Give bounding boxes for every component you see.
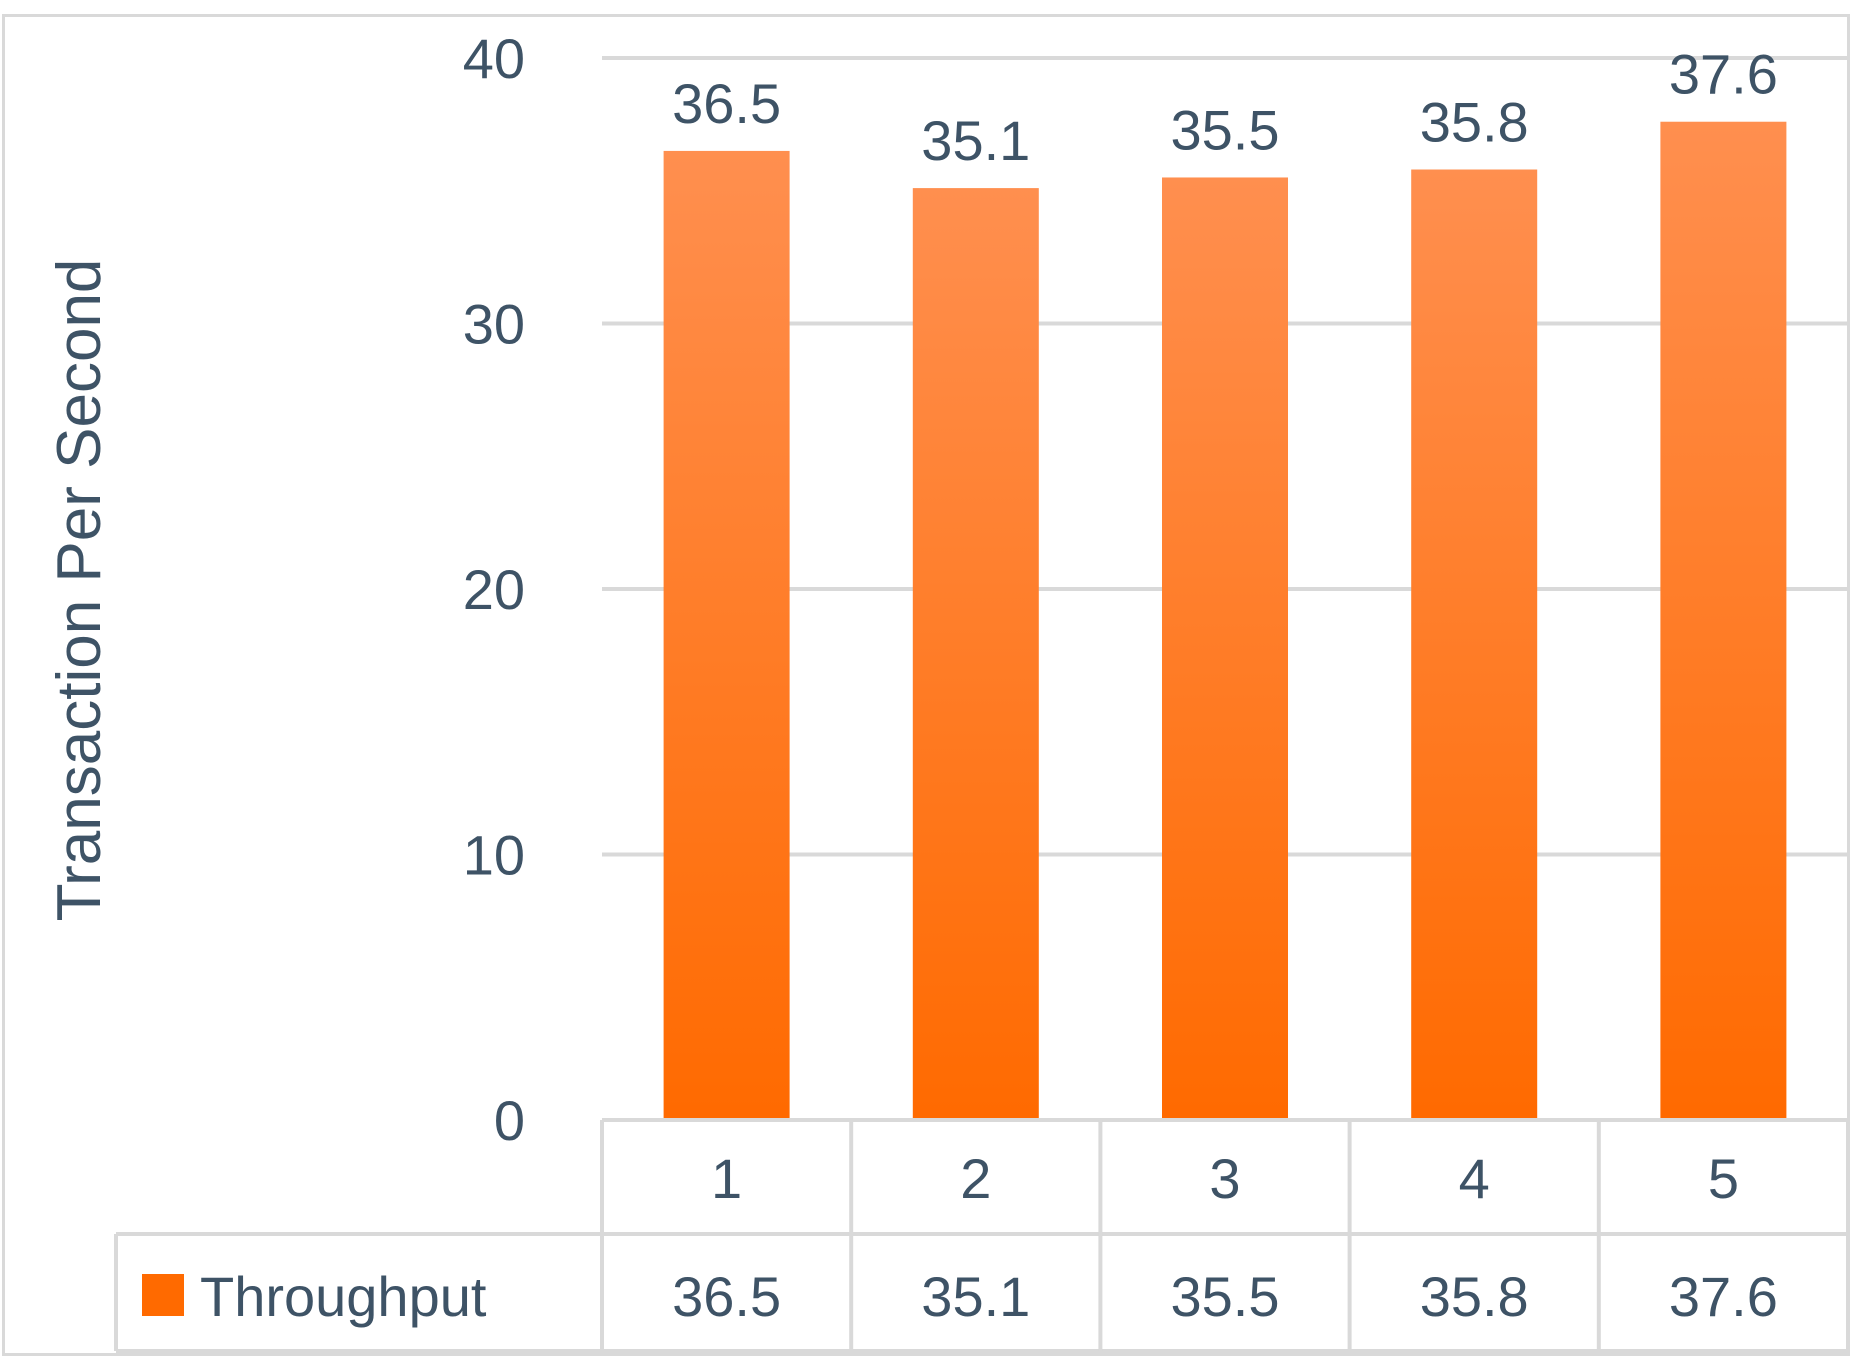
y-axis-label: Transaction Per Second bbox=[45, 259, 114, 922]
data-table: 1 2 3 4 5 36.5 35.1 35.5 35.8 37.6 Throughput bbox=[114, 1118, 1850, 1353]
table-value-cell: 35.8 bbox=[1420, 1265, 1529, 1328]
y-tick-label: 30 bbox=[463, 293, 525, 356]
bar-5 bbox=[1660, 121, 1787, 1121]
bar-4 bbox=[1411, 169, 1538, 1120]
x-category-label: 3 bbox=[1209, 1147, 1240, 1210]
x-category-label: 2 bbox=[960, 1147, 991, 1210]
data-label: 37.6 bbox=[1669, 43, 1778, 106]
y-tick-label: 10 bbox=[463, 824, 525, 887]
bars bbox=[663, 121, 1787, 1121]
bar-1 bbox=[663, 150, 790, 1121]
table-value-cell: 36.5 bbox=[672, 1265, 781, 1328]
y-tick-label: 0 bbox=[494, 1089, 525, 1152]
legend-swatch bbox=[142, 1274, 184, 1316]
bar-2 bbox=[912, 188, 1039, 1121]
y-tick-label: 40 bbox=[463, 27, 525, 90]
y-tick-labels: 0 10 20 30 40 bbox=[463, 27, 525, 1152]
table-value-cell: 35.1 bbox=[921, 1265, 1030, 1328]
data-labels: 36.5 35.1 35.5 35.8 37.6 bbox=[672, 43, 1778, 172]
x-category-label: 1 bbox=[711, 1147, 742, 1210]
table-value-cell: 37.6 bbox=[1669, 1265, 1778, 1328]
data-label: 36.5 bbox=[672, 72, 781, 135]
y-tick-label: 20 bbox=[463, 558, 525, 621]
x-category-label: 5 bbox=[1708, 1147, 1739, 1210]
data-label: 35.5 bbox=[1171, 98, 1280, 161]
table-value-cell: 35.5 bbox=[1171, 1265, 1280, 1328]
data-label: 35.1 bbox=[921, 109, 1030, 172]
x-category-label: 4 bbox=[1459, 1147, 1490, 1210]
legend-label-throughput: Throughput bbox=[200, 1265, 487, 1328]
data-label: 35.8 bbox=[1420, 91, 1529, 154]
bar-3 bbox=[1162, 177, 1288, 1121]
